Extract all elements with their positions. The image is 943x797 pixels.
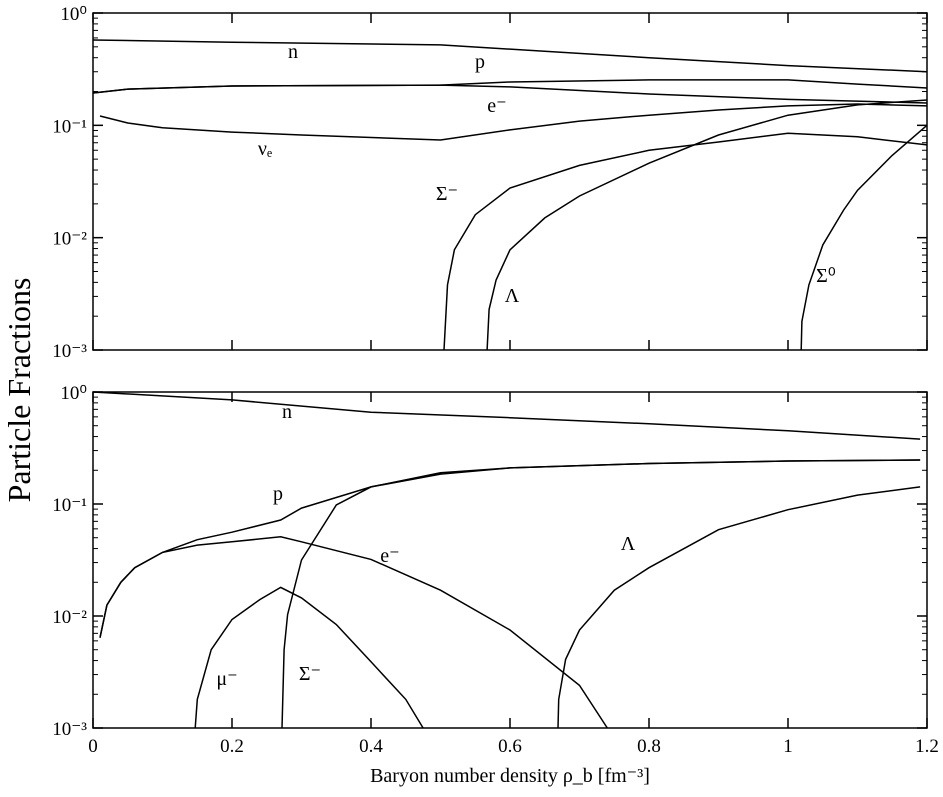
y-tick-label: 10⁻¹ xyxy=(52,116,87,137)
series-line xyxy=(92,39,928,73)
y-axis-label: Particle Fractions xyxy=(1,278,37,503)
series-line xyxy=(92,84,928,104)
series-label: e⁻ xyxy=(487,95,506,117)
x-tick-label: 1.2 xyxy=(915,736,939,757)
series-label: e⁻ xyxy=(380,545,399,567)
series-line xyxy=(443,132,928,351)
series-line xyxy=(281,459,921,729)
y-tick-label: 10⁻² xyxy=(52,607,87,628)
series-label: Σ⁰ xyxy=(816,265,836,287)
series-line xyxy=(99,536,608,729)
series-line xyxy=(99,459,921,638)
series-line xyxy=(92,391,921,440)
series-label: n xyxy=(282,401,292,423)
series-label: p xyxy=(273,483,283,505)
y-tick-label: 10⁻² xyxy=(52,229,87,250)
x-tick-label: 1 xyxy=(783,736,793,757)
series-line xyxy=(486,99,928,351)
y-tick-label: 10⁻¹ xyxy=(52,495,87,516)
series-label: μ⁻ xyxy=(216,668,237,690)
y-tick-label: 10⁻³ xyxy=(52,719,87,740)
series-line xyxy=(800,124,928,351)
x-tick-label: 0.2 xyxy=(220,736,244,757)
series-label: Λ xyxy=(621,533,636,555)
x-axis-label: Baryon number density ρ_b [fm⁻³] xyxy=(370,765,650,787)
y-tick-label: 10⁰ xyxy=(60,4,87,25)
y-tick-label: 10⁻³ xyxy=(52,341,87,362)
series-line xyxy=(194,586,424,729)
x-tick-label: 0.6 xyxy=(498,736,522,757)
x-tick-label: 0.4 xyxy=(359,736,383,757)
series-label: Λ xyxy=(505,285,520,307)
series-label: n xyxy=(288,41,298,63)
y-tick-label: 10⁰ xyxy=(60,383,87,404)
x-tick-label: 0 xyxy=(88,736,98,757)
series-label: νₑ xyxy=(258,138,272,160)
series-line xyxy=(99,103,928,141)
series-label: Σ⁻ xyxy=(299,663,321,685)
series-label: p xyxy=(475,51,485,73)
series-label: Σ⁻ xyxy=(436,183,458,205)
x-tick-label: 0.8 xyxy=(637,736,661,757)
series-line xyxy=(557,486,921,729)
